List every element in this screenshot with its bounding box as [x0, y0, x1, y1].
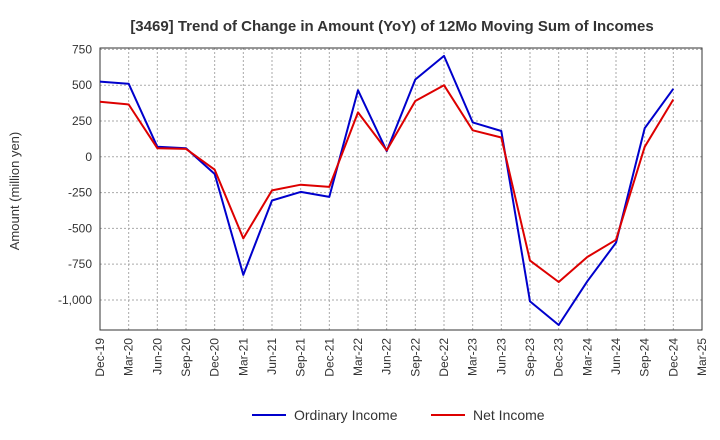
- series-line-net-income: [99, 84, 675, 283]
- series-lines: [99, 54, 675, 326]
- x-tick-label: Mar-24: [580, 338, 594, 376]
- x-tick-label: Jun-23: [494, 338, 508, 375]
- x-tick-label: Dec-24: [666, 338, 680, 377]
- y-tick-label: 0: [85, 150, 92, 164]
- x-tick-label: Mar-25: [695, 338, 709, 376]
- y-tick-label: 750: [72, 42, 92, 56]
- x-tick-label: Dec-23: [552, 338, 566, 377]
- x-tick-label: Dec-21: [322, 338, 336, 377]
- y-axis-ticks: 750 500 250 0 -250 -500 -750 -1,000: [58, 42, 92, 307]
- plot-border: [99, 47, 703, 331]
- x-tick-label: Jun-21: [265, 338, 279, 375]
- x-tick-label: Sep-22: [408, 338, 422, 377]
- legend: Ordinary Income Net Income: [252, 407, 545, 423]
- x-tick-label: Sep-20: [179, 338, 193, 377]
- y-tick-label: -500: [68, 221, 92, 235]
- y-tick-label: 500: [72, 78, 92, 92]
- x-tick-label: Mar-22: [351, 338, 365, 376]
- y-axis-label: Amount (million yen): [7, 132, 22, 251]
- x-tick-label: Dec-22: [437, 338, 451, 377]
- grid: [99, 48, 703, 330]
- x-tick-label: Dec-20: [208, 338, 222, 377]
- x-tick-label: Mar-23: [466, 338, 480, 376]
- x-tick-label: Sep-23: [523, 338, 537, 377]
- y-tick-label: -250: [68, 186, 92, 200]
- x-tick-label: Dec-19: [93, 338, 107, 377]
- y-tick-label: -1,000: [58, 293, 92, 307]
- x-tick-label: Mar-20: [122, 338, 136, 376]
- y-tick-label: -750: [68, 257, 92, 271]
- plot-frame: [99, 47, 703, 331]
- x-tick-label: Jun-20: [150, 338, 164, 375]
- x-tick-label: Sep-21: [294, 338, 308, 377]
- x-axis-ticks: Dec-19 Mar-20 Jun-20 Sep-20 Dec-20 Mar-21 Jun-…: [93, 338, 709, 377]
- y-tick-label: 250: [72, 114, 92, 128]
- legend-label: Ordinary Income: [294, 407, 398, 423]
- chart-title: [3469] Trend of Change in Amount (YoY) o…: [130, 18, 653, 35]
- x-tick-label: Sep-24: [638, 338, 652, 377]
- x-tick-label: Mar-21: [236, 338, 250, 376]
- x-tick-label: Jun-22: [380, 338, 394, 375]
- legend-label: Net Income: [473, 407, 545, 423]
- x-tick-label: Jun-24: [609, 338, 623, 375]
